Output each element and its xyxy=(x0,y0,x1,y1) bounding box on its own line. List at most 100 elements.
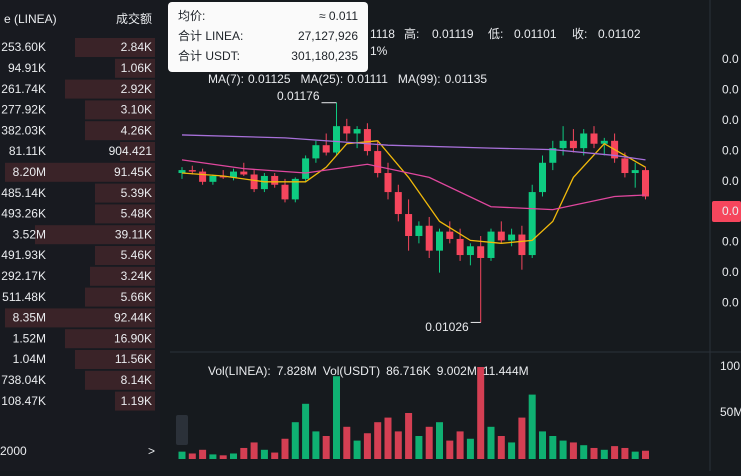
candle-body xyxy=(446,231,454,239)
volume-cell: 292.17K xyxy=(1,269,46,283)
arrow: > xyxy=(148,444,155,458)
depth-bar xyxy=(85,370,155,390)
ma-label: MA(7): xyxy=(208,72,244,86)
ma-line xyxy=(181,140,646,244)
candle-body xyxy=(322,145,330,153)
volume-bar xyxy=(611,446,619,459)
ma-value: 0.01125 xyxy=(248,72,291,86)
col-header: e (LINEA) xyxy=(4,12,57,26)
vol-axis-label: 100 xyxy=(720,359,740,373)
amount-cell: 904.421 xyxy=(109,144,153,158)
price-axis-label: 0.0 xyxy=(722,83,739,97)
price-axis-label: 0.0 xyxy=(722,113,739,127)
volume-bar xyxy=(508,442,516,459)
candle-body xyxy=(621,158,629,174)
depth-bar xyxy=(5,308,155,328)
candle-body xyxy=(559,140,567,149)
candle-body xyxy=(415,225,423,237)
candle-body xyxy=(250,174,258,190)
candle-body xyxy=(291,178,299,200)
depth-bar xyxy=(85,100,155,120)
vol-legend: Vol(LINEA): xyxy=(208,364,271,378)
volume-bar xyxy=(518,417,526,459)
price-axis-label: 0.0 xyxy=(722,265,739,279)
volume-bar xyxy=(209,454,217,459)
candle-body xyxy=(549,148,557,163)
candle-body xyxy=(333,126,340,153)
depth-bar xyxy=(115,391,155,411)
volume-bar xyxy=(271,452,279,459)
candle-body xyxy=(487,231,495,258)
candle-body xyxy=(271,175,279,185)
price-axis-label: 0.0 xyxy=(722,235,739,249)
volume-bar xyxy=(199,449,207,459)
depth-bar xyxy=(90,266,155,286)
amount-cell: 91.45K xyxy=(114,165,152,179)
depth-bar xyxy=(120,142,155,161)
candle-body xyxy=(312,145,320,159)
tooltip-key: 均价: xyxy=(178,9,205,23)
volume-bar xyxy=(394,431,402,459)
candle-body xyxy=(188,170,196,172)
volume-cell: 277.92K xyxy=(1,103,46,117)
volume-bar xyxy=(291,422,299,459)
price-axis-label: 0.0 xyxy=(722,143,739,157)
volume-cell: 3.52M xyxy=(13,227,46,241)
volume-bar xyxy=(425,426,433,459)
volume-bar xyxy=(600,449,608,459)
volume-cell: 491.93K xyxy=(1,248,46,262)
volume-cell: 108.47K xyxy=(1,394,46,408)
amount-cell: 4.26K xyxy=(121,123,152,137)
volume-bar xyxy=(549,436,557,459)
volume-cell: 485.14K xyxy=(1,186,46,200)
tooltip-value: ≈ 0.011 xyxy=(319,9,358,23)
volume-cell: 1.04M xyxy=(13,352,46,366)
volume-bar xyxy=(477,367,485,459)
scroll-button[interactable] xyxy=(176,415,188,445)
amount-cell: 5.66K xyxy=(121,290,152,304)
volume-bar xyxy=(621,447,629,459)
depth-select: 2000 xyxy=(0,444,27,458)
candle-body xyxy=(518,234,526,256)
volume-bar xyxy=(559,440,567,459)
depth-bar xyxy=(85,287,155,307)
label: 低: xyxy=(488,27,503,41)
amount-cell: 92.44K xyxy=(114,311,152,325)
candle-body xyxy=(199,171,207,182)
candle-body xyxy=(539,162,546,193)
candle-body xyxy=(466,246,474,256)
volume-bar xyxy=(487,426,495,459)
vol-legend: Vol(USDT) xyxy=(323,364,380,378)
amount-cell: 5.46K xyxy=(121,248,152,262)
depth-bar xyxy=(95,204,155,224)
label: 高: xyxy=(404,26,419,41)
depth-bar xyxy=(75,38,155,57)
candle-body xyxy=(580,133,588,149)
ma-line xyxy=(181,159,646,211)
candle-body xyxy=(281,184,289,200)
depth-bar xyxy=(75,350,155,369)
volume-bar xyxy=(415,436,423,459)
volume-cell: 94.91K xyxy=(8,61,46,75)
amount-cell: 2.92K xyxy=(121,82,152,96)
label: 0.01102 xyxy=(598,27,641,41)
volume-bar xyxy=(631,451,639,459)
amount-cell: 3.24K xyxy=(121,269,152,283)
amount-cell: 11.56K xyxy=(115,352,152,366)
volume-bar xyxy=(590,447,598,459)
amount-cell: 5.39K xyxy=(121,186,152,200)
candle-body xyxy=(209,175,217,182)
volume-bar xyxy=(219,455,227,459)
volume-bar xyxy=(384,417,392,459)
vol-legend: 11.444M xyxy=(483,364,529,378)
amount-cell: 16.90K xyxy=(114,331,152,345)
volume-cell: 511.48K xyxy=(2,290,46,304)
ma-line xyxy=(181,134,646,161)
amount-cell: 5.48K xyxy=(121,207,152,221)
volume-bar xyxy=(456,431,464,459)
volume-bar xyxy=(260,449,268,459)
volume-bar xyxy=(363,433,371,459)
depth-bar xyxy=(115,58,155,78)
candle-body xyxy=(456,238,464,256)
